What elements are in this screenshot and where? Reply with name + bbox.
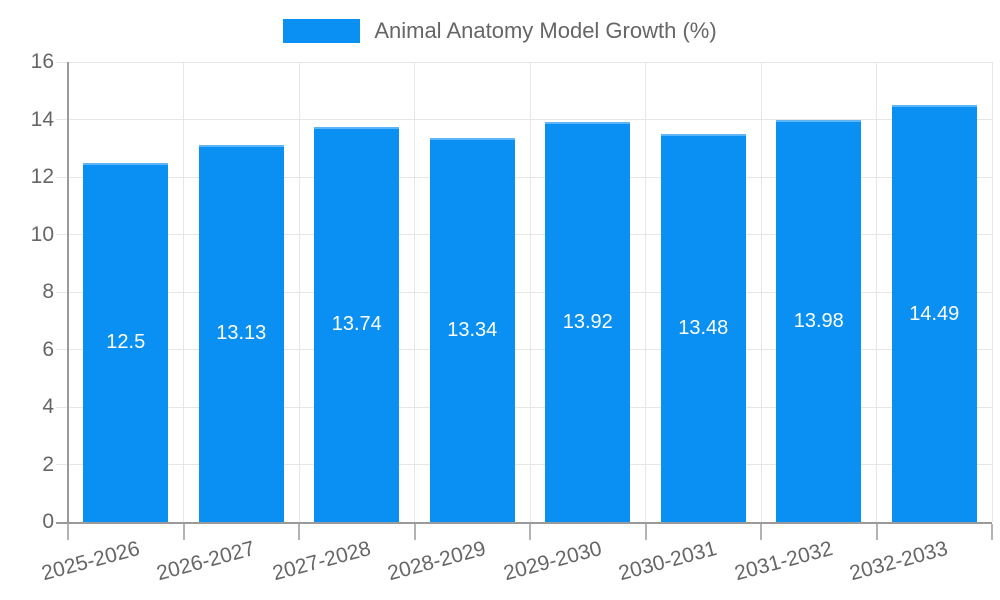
y-axis-tick-label: 0 xyxy=(42,510,54,533)
y-gridline xyxy=(56,61,992,63)
bar[interactable] xyxy=(660,134,746,522)
legend-label: Animal Anatomy Model Growth (%) xyxy=(374,18,717,43)
y-gridline xyxy=(56,119,992,120)
y-axis-tick-label: 10 xyxy=(30,222,54,246)
bar[interactable] xyxy=(545,121,631,522)
y-axis-tick-label: 8 xyxy=(42,280,54,303)
bar[interactable] xyxy=(429,138,515,522)
x-axis-tick xyxy=(182,524,185,540)
y-gridline xyxy=(56,234,992,235)
y-axis-tick-label: 14 xyxy=(30,107,54,131)
x-axis-line xyxy=(56,522,992,524)
y-axis-tick-label: 16 xyxy=(30,50,54,73)
x-axis-tick xyxy=(760,524,762,540)
bar[interactable] xyxy=(891,105,977,522)
x-axis-tick xyxy=(413,524,416,540)
x-gridline xyxy=(183,62,184,522)
bar[interactable] xyxy=(198,144,284,522)
x-axis-tick xyxy=(644,524,647,540)
y-gridline xyxy=(56,406,992,408)
x-axis-tick xyxy=(529,524,531,540)
bar-value-label: 13.92 xyxy=(562,310,613,333)
bar-value-label: 13.98 xyxy=(793,310,844,333)
bar[interactable] xyxy=(314,126,400,522)
x-axis-tick xyxy=(991,524,993,540)
y-gridline xyxy=(56,349,992,350)
y-axis-tick-label: 2 xyxy=(42,452,54,476)
bar-value-label: 14.49 xyxy=(909,302,960,325)
x-gridline xyxy=(760,62,762,522)
y-gridline xyxy=(56,176,992,178)
x-gridline xyxy=(414,62,415,522)
bar-value-label: 12.5 xyxy=(106,331,146,354)
y-gridline xyxy=(56,464,992,465)
bar-value-label: 13.13 xyxy=(216,322,267,345)
x-gridline xyxy=(298,62,300,522)
x-gridline xyxy=(529,62,531,522)
bar-value-label: 13.74 xyxy=(331,313,382,336)
y-gridline xyxy=(56,291,992,293)
y-axis-tick-label: 6 xyxy=(42,337,54,361)
x-gridline xyxy=(991,62,993,522)
bar-value-label: 13.34 xyxy=(447,319,498,342)
legend[interactable]: Animal Anatomy Model Growth (%) xyxy=(0,18,1000,44)
y-axis-line xyxy=(67,62,69,524)
bar[interactable] xyxy=(776,120,862,522)
x-axis-tick xyxy=(875,524,878,540)
bar-value-label: 13.48 xyxy=(678,317,729,340)
bar[interactable] xyxy=(83,162,169,522)
y-axis-tick-label: 4 xyxy=(42,395,54,418)
y-axis-tick-label: 12 xyxy=(30,165,54,188)
x-gridline xyxy=(645,62,646,522)
x-axis-tick xyxy=(67,524,69,540)
legend-swatch xyxy=(283,19,361,43)
x-gridline xyxy=(876,62,877,522)
x-axis-tick xyxy=(298,524,300,540)
